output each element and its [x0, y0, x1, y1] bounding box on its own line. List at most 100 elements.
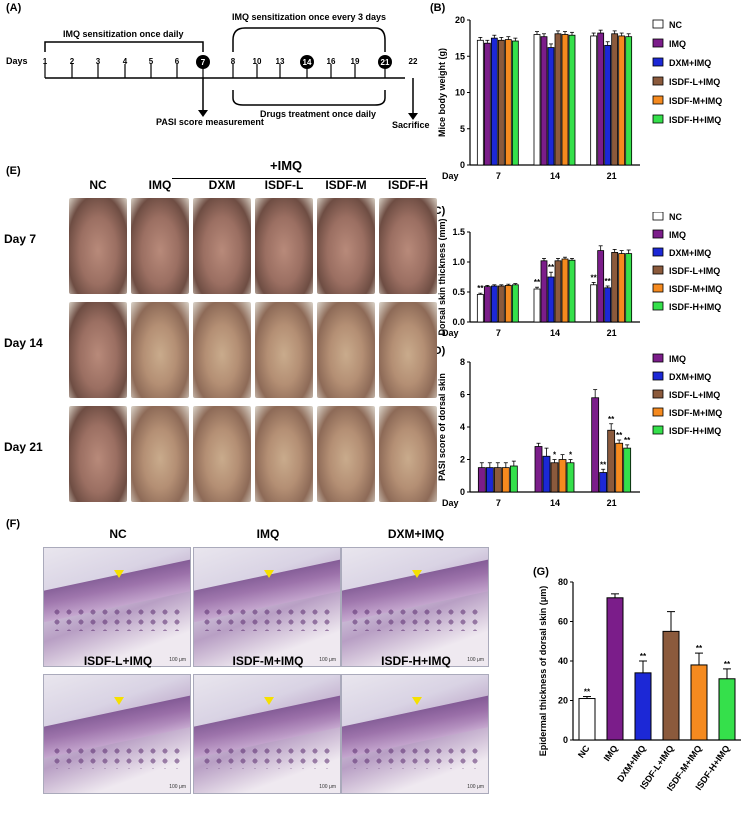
timeline-day-label: 5 — [149, 57, 154, 66]
y-axis-label: Dorsal skin thickness (mm) — [437, 218, 447, 335]
mouse-skin-photo — [317, 302, 375, 398]
y-tick-label: 10 — [455, 88, 465, 98]
bar — [547, 276, 555, 323]
body-weight-chart: 0 5 10 15 20 Mice body weight (g) Day 7 14 21 NC IM… — [437, 15, 722, 181]
histology-label: ISDF-M+IMQ — [232, 654, 304, 668]
legend-swatch — [652, 353, 664, 363]
x-axis-label: Day — [442, 171, 459, 181]
epidermis-arrow-icon — [412, 570, 422, 578]
bar — [533, 288, 541, 323]
histology-image: 100 μm — [43, 547, 191, 667]
bar — [485, 467, 494, 493]
epidermis-arrow-icon — [114, 697, 124, 705]
bar — [690, 664, 708, 741]
x-tick-label: 7 — [496, 171, 501, 181]
bar — [561, 34, 569, 166]
legend-label: ISDF-M+IMQ — [669, 408, 722, 418]
y-tick-label: 0 — [460, 487, 465, 497]
bar — [623, 447, 632, 493]
y-tick-label: 4 — [460, 422, 465, 432]
x-tick-label: 14 — [550, 171, 560, 181]
legend-label: ISDF-L+IMQ — [669, 390, 720, 400]
y-tick-label: 20 — [558, 696, 568, 706]
legend-label: ISDF-M+IMQ — [669, 96, 722, 106]
legend-label: ISDF-M+IMQ — [669, 284, 722, 294]
legend-swatch — [652, 425, 664, 435]
bar — [540, 260, 548, 323]
photo-row-header: Day 14 — [4, 336, 43, 350]
scale-bar-label: 100 μm — [467, 784, 484, 790]
x-axis-label: Day — [442, 328, 459, 338]
legend-label: DXM+IMQ — [669, 58, 711, 68]
bar — [718, 678, 736, 741]
timeline-day-label: 2 — [70, 57, 75, 66]
bar — [542, 455, 551, 493]
bar — [554, 260, 562, 323]
timeline-day-label: 19 — [351, 57, 360, 66]
timeline-day-label: 22 — [409, 57, 418, 66]
epidermis-arrow-icon — [264, 570, 274, 578]
timeline-day-label: 10 — [253, 57, 262, 66]
skin-thickness-chart: 0.0 0.5 1.0 1.5 Dorsal skin thickness (mm)Da… — [437, 212, 722, 338]
epidermis-arrow-icon — [412, 697, 422, 705]
panel-label-e: (E) — [6, 165, 21, 177]
significance-label: ** — [608, 415, 615, 424]
legend-label: NC — [669, 20, 682, 30]
y-tick-label: 8 — [460, 357, 465, 367]
legend-swatch — [652, 265, 664, 275]
timeline-day-marker — [300, 55, 314, 69]
timeline-phase1-label: IMQ sensitization once daily — [63, 29, 184, 39]
y-axis-label: Mice body weight (g) — [437, 48, 447, 137]
x-axis-label: Day — [442, 498, 459, 508]
mouse-skin-photo — [379, 302, 437, 398]
scale-bar-label: 100 μm — [319, 657, 336, 663]
mouse-skin-photo — [131, 198, 189, 294]
bar — [597, 32, 605, 166]
bar — [483, 286, 491, 323]
timeline-pasi-arrowhead — [198, 110, 208, 117]
histology-image: 100 μm — [341, 674, 489, 794]
bar — [625, 253, 633, 323]
significance-label: ** — [600, 460, 607, 469]
histology-label: NC — [109, 527, 127, 541]
legend-swatch — [652, 247, 664, 257]
legend-label: ISDF-L+IMQ — [669, 77, 720, 87]
timeline-pasi-label: PASI score measurement — [156, 117, 264, 127]
mouse-skin-photo — [317, 406, 375, 502]
bar — [604, 287, 612, 323]
bar — [533, 34, 541, 166]
x-tick-label: 14 — [550, 328, 560, 338]
x-tick-label: 7 — [496, 328, 501, 338]
legend-label: IMQ — [669, 354, 686, 364]
legend-label: IMQ — [669, 39, 686, 49]
timeline-day-label: 1 — [43, 57, 48, 66]
legend-label: ISDF-H+IMQ — [669, 426, 721, 436]
photo-column-header: ISDF-M — [325, 178, 367, 192]
y-tick-label: 0 — [460, 160, 465, 170]
bar — [483, 42, 491, 166]
photo-column-header: ISDF-H — [388, 178, 428, 192]
bar — [568, 259, 576, 323]
photo-row-header: Day 7 — [4, 232, 37, 246]
bar — [497, 39, 505, 166]
x-tick-label: 7 — [496, 498, 501, 508]
photo-column-header: DXM — [208, 178, 236, 192]
photo-plus-imq-header: +IMQ — [270, 158, 303, 173]
bar — [618, 253, 626, 323]
x-tick-label: 21 — [607, 498, 617, 508]
mouse-skin-photo — [193, 406, 251, 502]
legend-swatch — [652, 283, 664, 293]
mouse-skin-photo — [379, 406, 437, 502]
timeline-sacrifice-label: Sacrifice — [392, 120, 430, 130]
timeline-day-label: 8 — [231, 57, 236, 66]
significance-label: ** — [624, 436, 631, 445]
bar — [611, 252, 619, 323]
timeline-day-label: 4 — [123, 57, 128, 66]
y-axis-label: PASI score of dorsal skin — [437, 373, 447, 481]
histology-label: ISDF-L+IMQ — [83, 654, 153, 668]
histology-label: IMQ — [256, 527, 280, 541]
legend-swatch — [652, 389, 664, 399]
y-tick-label: 20 — [455, 15, 465, 25]
legend-swatch — [652, 19, 664, 29]
bar — [568, 34, 576, 166]
